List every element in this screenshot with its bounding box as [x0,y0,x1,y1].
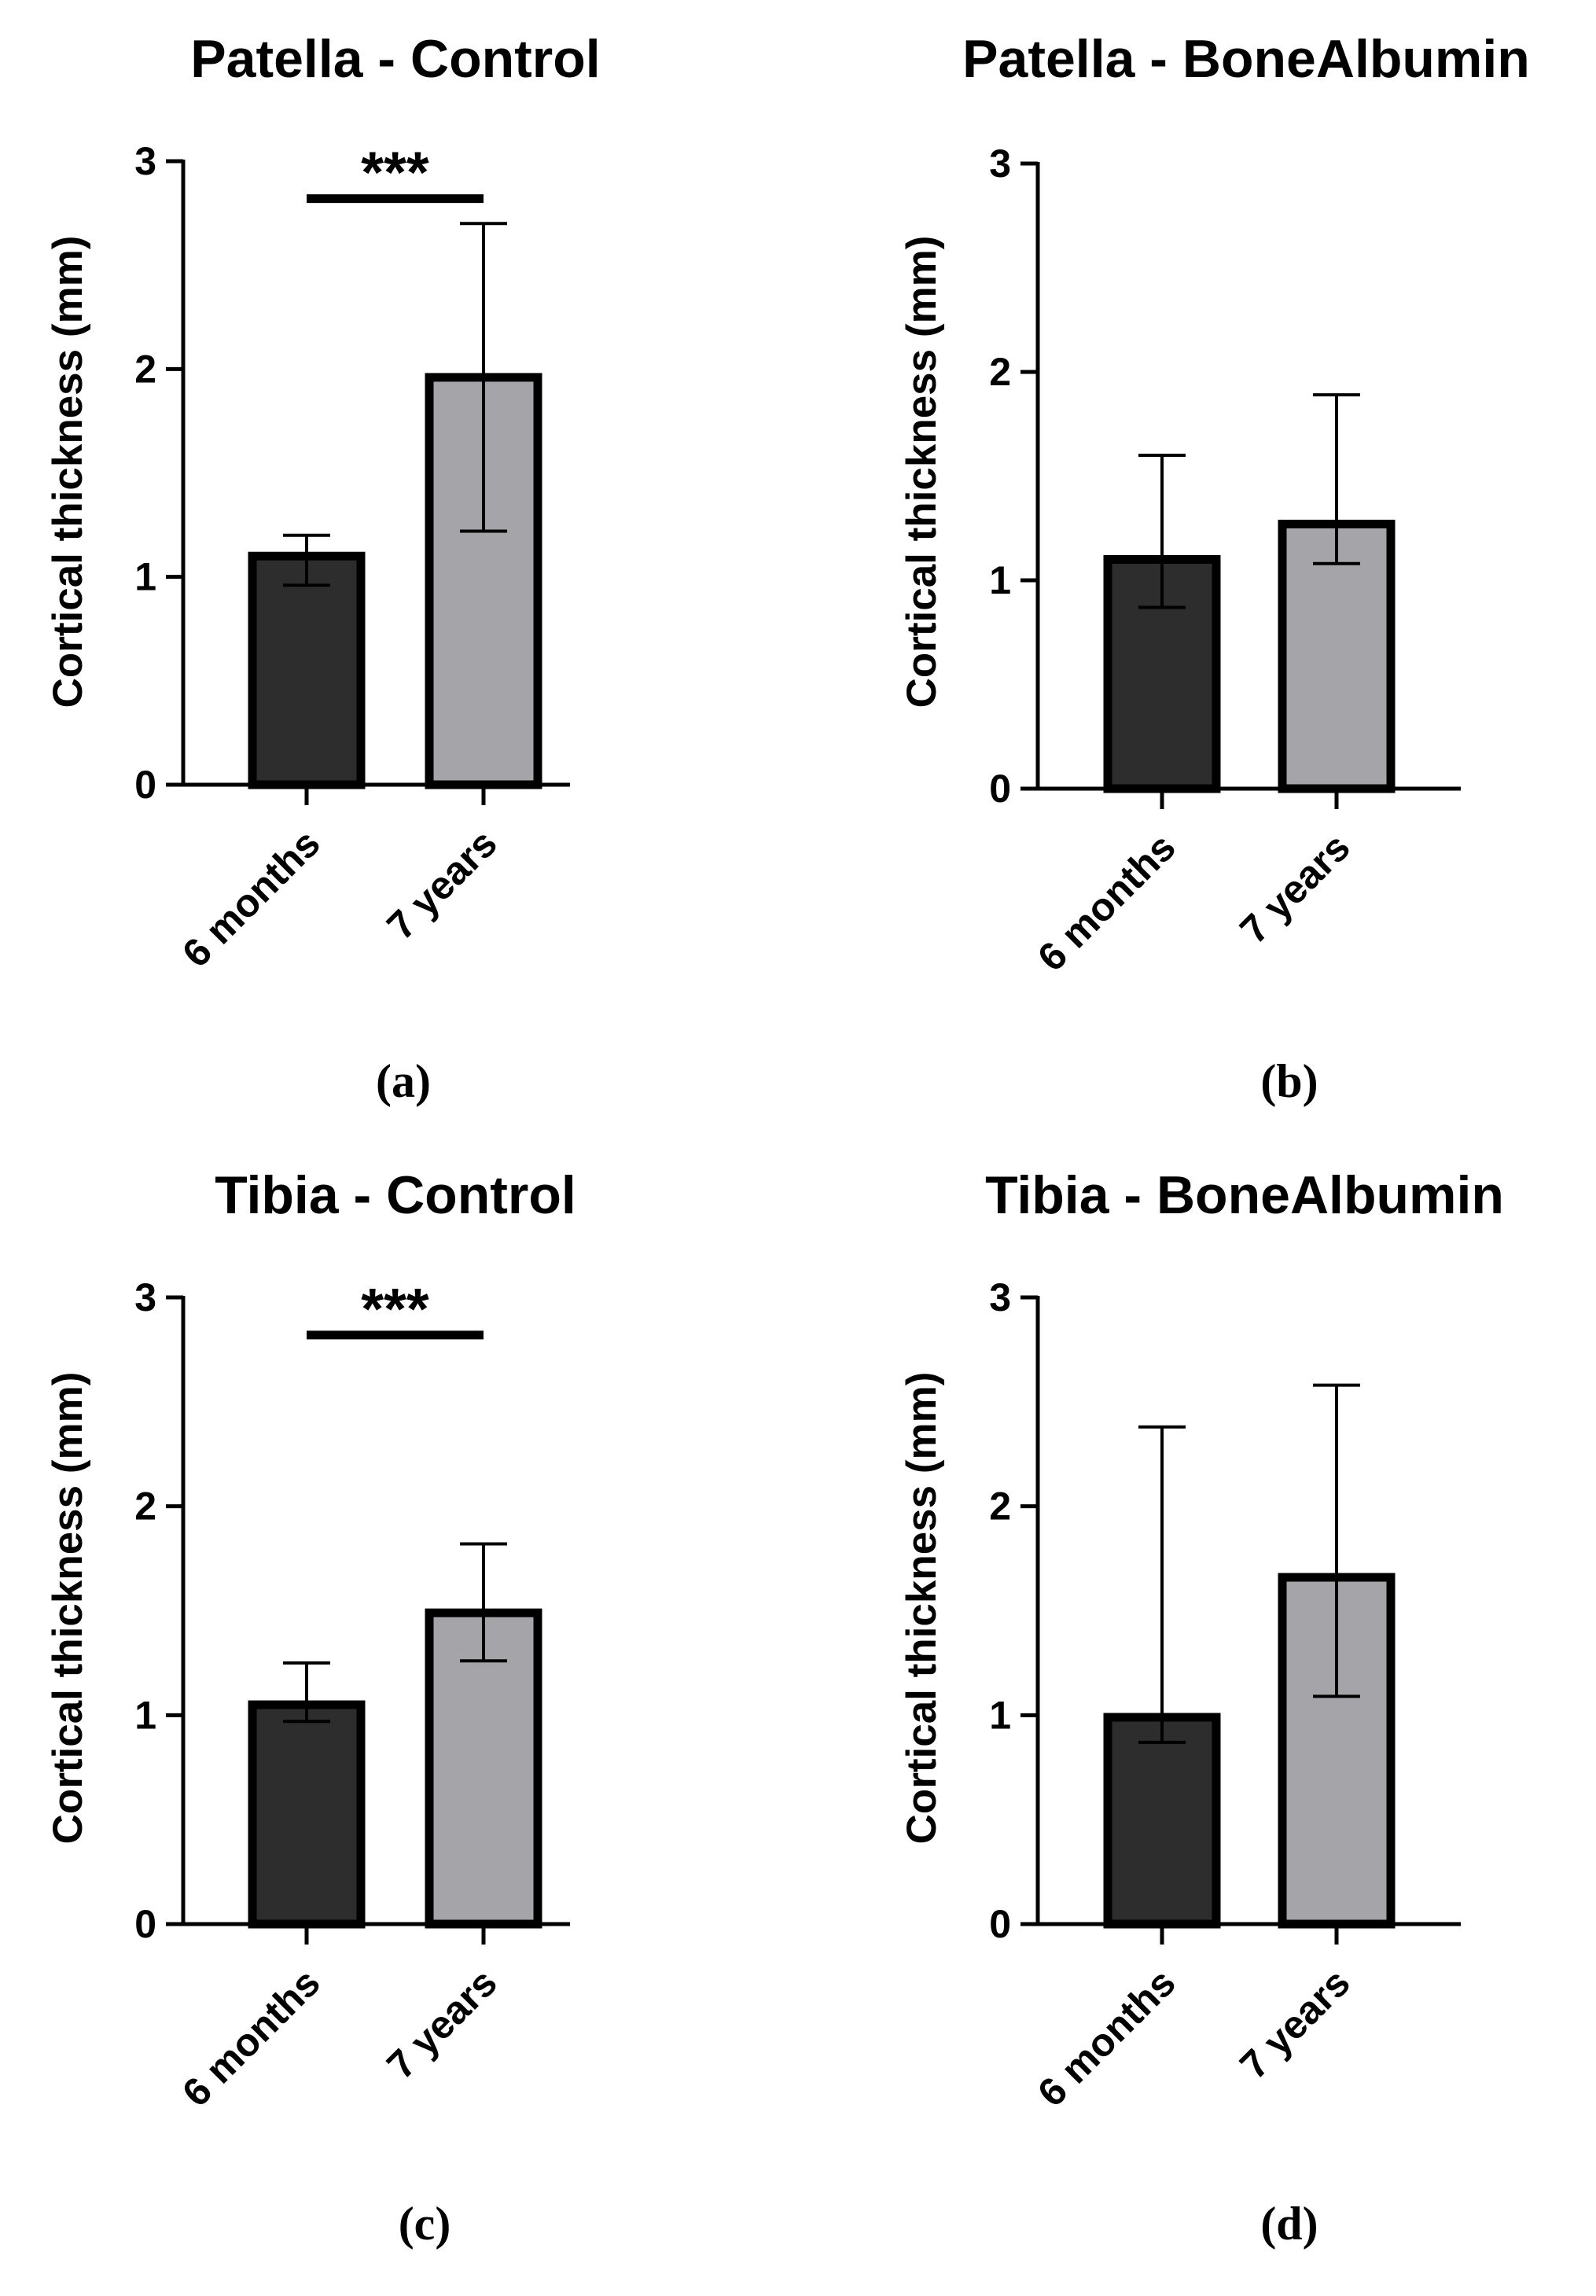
bar-7-years [425,1608,542,1929]
y-tick-label: 2 [989,350,1011,394]
x-tick-label: 7 years [1231,825,1358,951]
y-axis-label: Cortical thickness (mm) [899,236,945,708]
y-tick-label: 2 [989,1485,1011,1529]
panel-tibia-control: Tibia - Control Cortical thickness (mm) … [45,1165,576,2250]
chart-title: Tibia - Control [215,1165,576,1225]
y-tick-label: 3 [134,1275,156,1319]
bar-6-months [248,1700,366,1929]
y-tick-label: 0 [134,763,156,807]
x-tick-label: 7 years [378,1960,505,2087]
y-tick-label: 3 [989,1275,1011,1319]
panel-label: (b) [1260,1055,1318,1107]
significance-label: *** [361,140,429,205]
y-tick-label: 1 [134,555,156,599]
chart-title: Patella - Control [190,29,600,89]
y-tick-label: 2 [134,347,156,391]
x-tick-label: 6 months [174,821,329,976]
y-tick-label: 0 [134,1902,156,1946]
significance-label: *** [361,1276,429,1341]
y-tick-label: 1 [134,1693,156,1737]
y-tick-label: 3 [134,139,156,183]
bar-6-months [248,551,366,789]
y-tick-label: 0 [989,1902,1011,1946]
x-tick-label: 6 months [1029,825,1184,980]
panel-patella-bonealbumin: Patella - BoneAlbumin Cortical thickness… [899,29,1530,1107]
x-tick-label: 7 years [1231,1960,1358,2087]
y-tick-label: 3 [989,142,1011,186]
y-tick-label: 0 [989,767,1011,811]
y-axis-label: Cortical thickness (mm) [45,236,91,708]
x-tick-label: 6 months [174,1960,329,2115]
panel-patella-control: Patella - Control Cortical thickness (mm… [45,29,601,1107]
x-tick-label: 7 years [378,821,505,947]
bar-6-months [1103,1713,1221,1929]
y-tick-label: 1 [989,558,1011,602]
y-tick-label: 2 [134,1485,156,1529]
chart-title: Patella - BoneAlbumin [962,29,1530,89]
x-tick-label: 6 months [1029,1960,1184,2115]
y-tick-label: 1 [989,1693,1011,1737]
panel-label: (a) [376,1055,431,1107]
bar-7-years [1278,519,1396,793]
y-axis-label: Cortical thickness (mm) [899,1372,945,1845]
panel-label: (d) [1260,2198,1318,2250]
chart-title: Tibia - BoneAlbumin [985,1165,1504,1225]
panel-label: (c) [399,2198,451,2250]
y-axis-label: Cortical thickness (mm) [45,1372,91,1845]
panel-tibia-bonealbumin: Tibia - BoneAlbumin Cortical thickness (… [899,1165,1504,2250]
